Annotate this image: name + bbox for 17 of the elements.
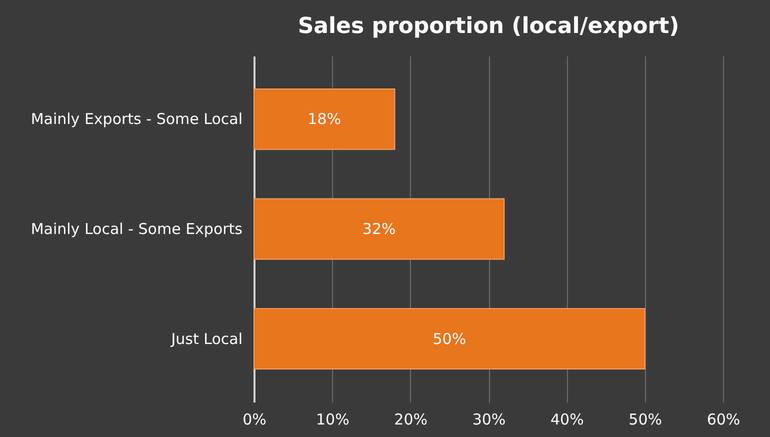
bar — [254, 308, 646, 370]
x-tick-label: 50% — [628, 410, 662, 428]
data-label: 18% — [308, 110, 342, 128]
x-tick-label: 40% — [550, 410, 584, 428]
x-tick-label: 30% — [472, 410, 506, 428]
y-tick-label: Mainly Exports - Some Local — [30, 110, 242, 128]
bar — [254, 198, 505, 260]
chart-title: Sales proportion (local/export) — [298, 14, 680, 39]
x-tick-label: 60% — [706, 410, 740, 428]
y-tick-label: Mainly Local - Some Exports — [30, 220, 243, 238]
bar — [254, 88, 396, 150]
data-label: 50% — [432, 330, 466, 348]
data-label: 32% — [362, 220, 396, 238]
x-tick-label: 0% — [242, 410, 266, 428]
x-tick-label: 20% — [394, 410, 428, 428]
y-tick-label: Just Local — [170, 330, 242, 348]
x-tick-label: 10% — [316, 410, 350, 428]
